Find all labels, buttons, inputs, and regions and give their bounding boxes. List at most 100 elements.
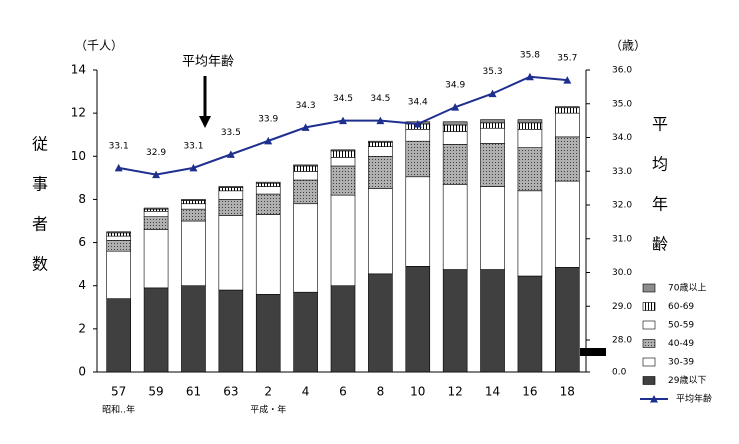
- bar-segment: [181, 203, 206, 210]
- bar-segment: [517, 119, 543, 124]
- line-marker: [525, 72, 534, 81]
- bar-segment: [442, 184, 468, 270]
- bar-segment: [368, 140, 393, 143]
- axis-break: [580, 348, 606, 356]
- x-note: 昭和‥年: [102, 404, 135, 416]
- bar-segment: [293, 165, 318, 172]
- y-tick-label: 8: [78, 192, 86, 206]
- y2-tick-label: 32.0: [612, 201, 632, 211]
- bar-segment: [405, 176, 431, 267]
- legend-swatch: [642, 357, 656, 367]
- bar-segment: [255, 186, 281, 195]
- bar-segment: [517, 275, 543, 373]
- legend-label: 平均年齢: [676, 393, 712, 405]
- y-tick-label: 6: [78, 235, 86, 249]
- value-label: 35.3: [483, 67, 503, 77]
- x-tick-label: 8: [377, 385, 385, 399]
- line-marker: [226, 150, 235, 158]
- bar-segment: [181, 285, 206, 373]
- legend-swatch: [642, 302, 656, 311]
- bar-segment: [293, 291, 318, 373]
- y-tick-label: 2: [78, 321, 86, 335]
- bar-segment: [255, 182, 281, 187]
- x-tick-label: 6: [339, 385, 347, 399]
- legend-label: 40-49: [668, 339, 694, 349]
- bar-segment: [517, 122, 543, 130]
- bar-segment: [330, 165, 356, 196]
- y2-tick-label: 31.0: [612, 234, 632, 244]
- bar-segment: [293, 171, 318, 181]
- bar-segment: [480, 143, 505, 187]
- legend-swatch: [642, 283, 656, 293]
- bar-segment: [181, 200, 206, 205]
- legend-label: 50-59: [668, 321, 694, 331]
- line-marker: [451, 103, 460, 111]
- y2-title-char: 齢: [652, 235, 668, 254]
- line-marker: [413, 120, 422, 128]
- bar-segment: [517, 129, 543, 148]
- y-tick-label: 12: [71, 106, 86, 120]
- y2-title-char: 均: [652, 155, 668, 174]
- value-label: 34.3: [296, 101, 316, 111]
- y2-tick-label: 0.0: [612, 368, 627, 378]
- bar-segment: [218, 190, 244, 200]
- bar-segment: [143, 208, 169, 212]
- bar-segment: [368, 273, 393, 373]
- legend-label: 60-69: [668, 302, 694, 312]
- bar-segment: [106, 235, 131, 241]
- x-tick-label: 2: [264, 385, 272, 399]
- y-tick-label: 4: [78, 278, 86, 292]
- value-label: 33.5: [221, 128, 241, 138]
- line-marker: [339, 116, 347, 125]
- y2-tick-label: 30.0: [612, 268, 632, 278]
- value-label: 35.8: [520, 50, 540, 60]
- bar-segment: [555, 267, 580, 373]
- legend-swatch: [642, 339, 656, 348]
- x-tick-label: 12: [448, 385, 463, 399]
- x-tick-label: 16: [522, 385, 537, 399]
- y-title-char: 数: [32, 255, 48, 274]
- y2-tick-label: 34.0: [612, 133, 632, 143]
- line-marker: [264, 136, 273, 145]
- annotation: 平均年齢: [182, 55, 234, 70]
- value-label: 34.5: [333, 94, 353, 104]
- value-label: 33.1: [109, 141, 129, 151]
- x-tick-label: 10: [410, 385, 425, 399]
- bar-segment: [330, 157, 356, 167]
- y2-tick-label: 33.0: [612, 167, 632, 177]
- bar-segment: [106, 250, 131, 299]
- y-title-char: 者: [32, 215, 48, 234]
- y-tick-label: 14: [71, 63, 86, 77]
- bar-segment: [555, 136, 580, 182]
- bar-segment: [181, 208, 206, 222]
- x-note: 平成・年: [250, 404, 286, 416]
- value-label: 33.9: [258, 114, 278, 124]
- y-title-char: 従: [32, 135, 48, 154]
- bar-segment: [555, 107, 580, 114]
- bar-segment: [442, 131, 468, 145]
- bar-segment: [330, 149, 356, 152]
- bar-segment: [255, 181, 281, 184]
- bar-segment: [368, 146, 393, 157]
- bar-segment: [106, 240, 131, 252]
- bar-segment: [480, 127, 505, 144]
- value-label: 34.5: [370, 94, 390, 104]
- y2-unit: （歳）: [610, 39, 646, 53]
- x-tick-label: 4: [302, 385, 310, 399]
- value-label: 35.7: [557, 54, 577, 64]
- x-tick-label: 59: [148, 385, 163, 399]
- value-label: 34.9: [445, 81, 465, 91]
- annotation-arrowhead: [199, 116, 211, 128]
- bar-segment: [106, 298, 131, 373]
- bar-segment: [517, 147, 543, 192]
- bar-segment: [368, 188, 393, 275]
- bar-segment: [555, 106, 580, 109]
- y-tick-label: 10: [71, 149, 86, 163]
- bar-segment: [480, 269, 505, 373]
- y-tick-label: 0: [78, 365, 86, 379]
- x-tick-label: 63: [223, 385, 238, 399]
- bar-segment: [517, 190, 543, 277]
- bar-segment: [293, 179, 318, 205]
- bar-segment: [368, 155, 393, 189]
- legend-label: 30-39: [668, 358, 694, 368]
